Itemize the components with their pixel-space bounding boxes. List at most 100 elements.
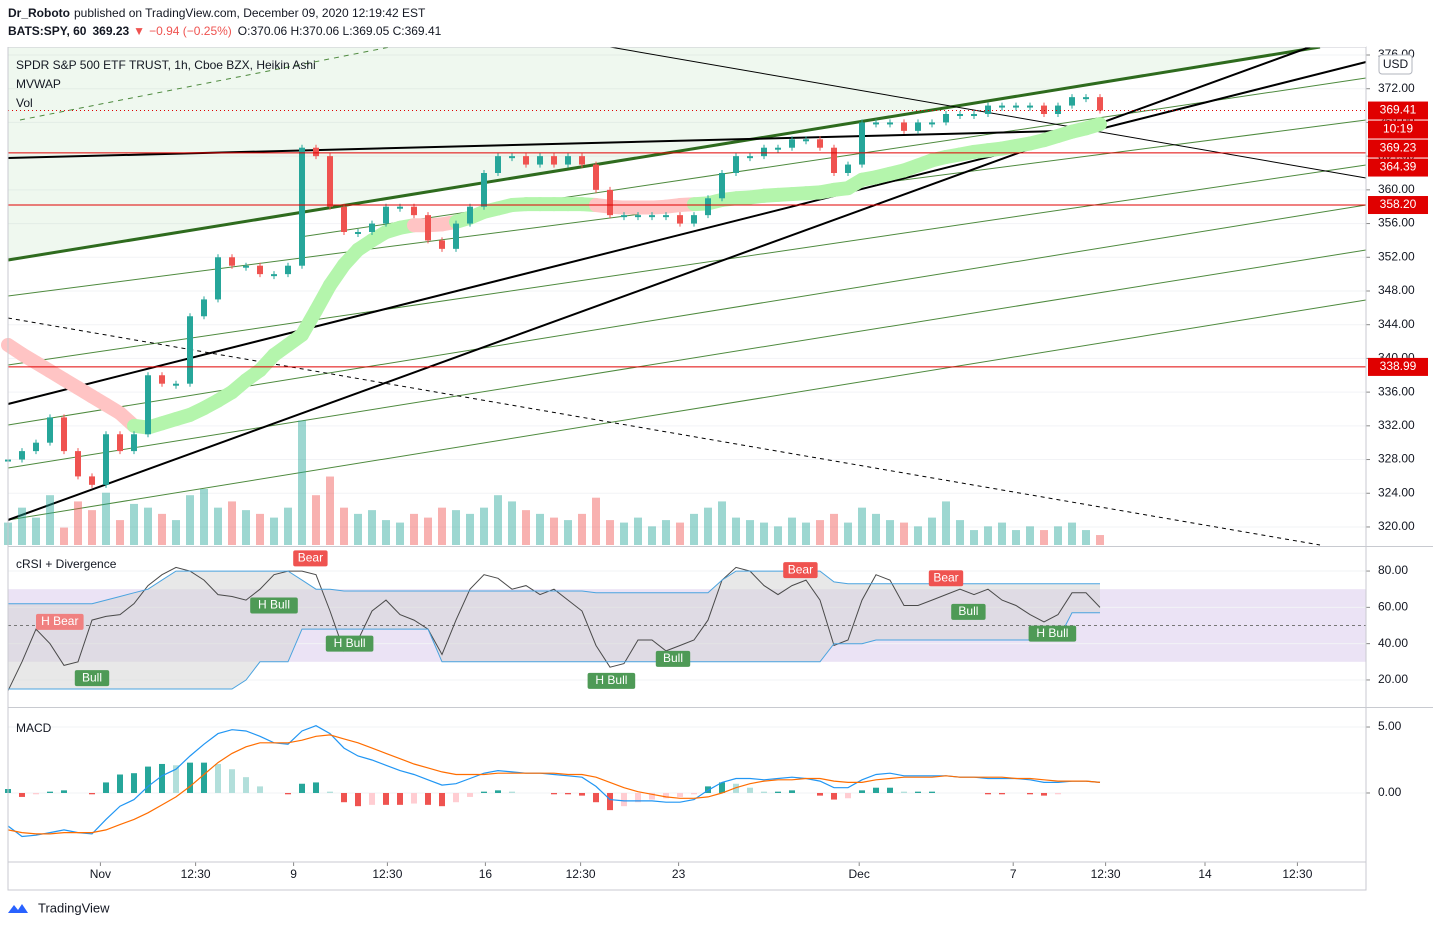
series-line	[7, 725, 1101, 838]
volume-bar	[508, 501, 516, 545]
volume-bar	[704, 507, 712, 545]
histogram-bar	[439, 792, 445, 807]
histogram-bar	[1041, 792, 1047, 796]
candle	[145, 375, 151, 435]
candle	[873, 122, 879, 125]
histogram-bar	[635, 792, 641, 803]
candle	[425, 215, 431, 241]
last-price: 369.23	[92, 24, 129, 38]
level-label: 338.99	[1380, 359, 1417, 373]
candle	[901, 122, 907, 131]
published: published on TradingView.com, December 0…	[74, 6, 426, 20]
candle	[33, 442, 39, 452]
last-price-label: 369.41	[1380, 103, 1417, 117]
candle	[1013, 105, 1019, 108]
volume-bar	[116, 520, 124, 545]
volume-bar	[1082, 530, 1090, 545]
histogram-bar	[593, 792, 599, 803]
author: Dr_Roboto	[8, 6, 70, 20]
divergence-label: H Bear	[41, 614, 78, 628]
histogram-bar	[117, 774, 123, 793]
y-tick-label: 5.00	[1378, 719, 1402, 733]
top-mask	[0, 44, 1366, 47]
volume-bar	[928, 517, 936, 545]
volume-bar	[60, 527, 68, 545]
volume-bar	[1068, 522, 1076, 545]
histogram-bar	[985, 792, 991, 795]
x-tick-label: Dec	[849, 867, 870, 881]
candle	[411, 206, 417, 216]
candle	[89, 476, 95, 485]
brand-logo	[8, 904, 28, 913]
volume-bar	[830, 513, 838, 545]
candle	[635, 215, 641, 218]
histogram-bar	[355, 792, 361, 807]
histogram-bar	[859, 790, 865, 793]
histogram-bar	[33, 792, 39, 795]
candle	[663, 215, 669, 218]
divergence-box	[36, 613, 84, 630]
volume-bar	[214, 507, 222, 545]
volume-bar	[732, 517, 740, 545]
y-tick-label: 344.00	[1378, 317, 1415, 331]
volume-bar	[256, 513, 264, 545]
countdown-label: 10:19	[1383, 122, 1413, 136]
divergence-label: Bull	[663, 651, 683, 665]
histogram-bar	[411, 792, 417, 804]
divergence-box	[1028, 625, 1077, 642]
volume-bar	[284, 507, 292, 545]
histogram-bar	[733, 783, 739, 793]
candle	[341, 206, 347, 232]
volume-bar	[480, 507, 488, 545]
x-tick-label: 12:30	[181, 867, 211, 881]
histogram-bar	[341, 792, 347, 803]
x-tick-label: 23	[672, 867, 686, 881]
x-tick-label: 14	[1198, 867, 1212, 881]
volume-bar	[270, 517, 278, 545]
histogram-bar	[159, 763, 165, 793]
divergence-label: H Bull	[258, 598, 290, 612]
volume-bar	[592, 497, 600, 545]
volume-bar	[816, 520, 824, 545]
histogram-bar	[929, 791, 935, 793]
mvwap-ribbon	[1079, 117, 1107, 136]
y-tick-label: 328.00	[1378, 452, 1415, 466]
level-label-box	[1368, 196, 1428, 215]
candle	[1083, 97, 1089, 100]
volume-bar	[900, 522, 908, 545]
x-tick-label: 9	[290, 867, 297, 881]
currency-box[interactable]	[1378, 54, 1413, 75]
volume-bar	[494, 495, 502, 545]
currency[interactable]: USD	[1383, 57, 1409, 71]
candle	[19, 451, 25, 460]
histogram-bar	[397, 792, 403, 805]
histogram-bar	[145, 766, 151, 793]
volume-bar	[340, 507, 348, 545]
divergence-label: Bear	[933, 570, 958, 584]
trend-line	[7, 45, 1321, 262]
histogram-bar	[257, 786, 263, 793]
candle	[103, 434, 109, 485]
volume-bar	[564, 520, 572, 545]
volume-bar	[466, 513, 474, 545]
histogram-bar	[89, 792, 95, 795]
candle	[887, 122, 893, 125]
divergence-label: H Bull	[595, 673, 627, 687]
histogram-bar	[243, 777, 249, 793]
candle	[621, 215, 627, 218]
channel-line	[7, 164, 1367, 366]
divergence-label: Bear	[298, 551, 323, 565]
x-tick-label: 12:30	[372, 867, 402, 881]
series-line	[8, 612, 1100, 690]
histogram-bar	[901, 791, 907, 793]
volume-bar	[760, 522, 768, 545]
volume-bar	[1096, 535, 1104, 545]
volume-bar	[970, 530, 978, 545]
divergence-box	[928, 570, 964, 587]
histogram-bar	[747, 787, 753, 793]
marks	[1, 94, 1366, 838]
volume-bar	[662, 520, 670, 545]
histogram-bar	[621, 792, 627, 807]
candle	[173, 383, 179, 386]
